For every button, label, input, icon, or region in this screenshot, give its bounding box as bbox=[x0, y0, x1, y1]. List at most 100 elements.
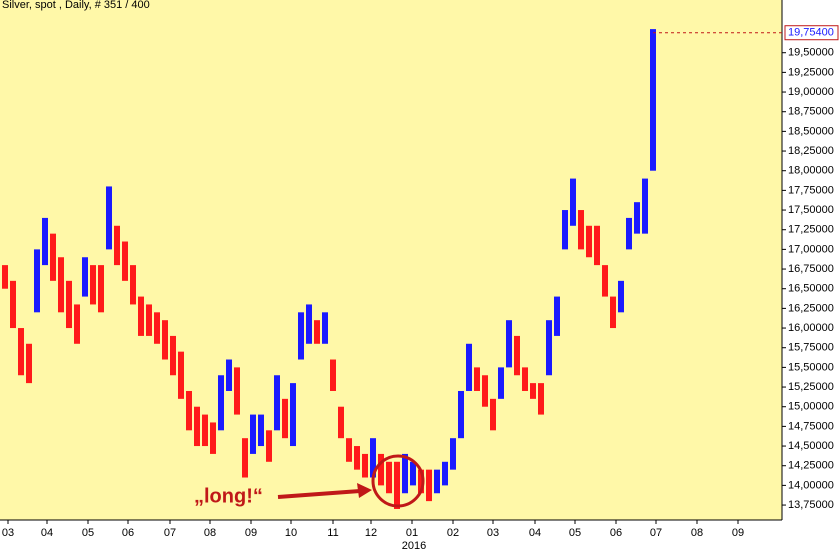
price-bar bbox=[122, 241, 128, 281]
price-bar bbox=[242, 438, 248, 478]
price-bar bbox=[170, 335, 176, 376]
price-bar bbox=[554, 296, 560, 336]
price-bar bbox=[370, 438, 376, 478]
price-bar bbox=[90, 265, 96, 305]
price-bar bbox=[306, 304, 312, 344]
price-bar bbox=[354, 446, 360, 470]
price-bar bbox=[506, 320, 512, 368]
y-tick-label: 19,25000 bbox=[788, 66, 834, 78]
x-tick-label: 12 bbox=[365, 527, 377, 539]
price-bar bbox=[234, 367, 240, 415]
price-bar bbox=[218, 375, 224, 431]
x-tick-label: 09 bbox=[732, 527, 744, 539]
price-bar bbox=[178, 351, 184, 399]
price-bar bbox=[634, 202, 640, 234]
price-bar bbox=[498, 367, 504, 399]
price-bar bbox=[418, 469, 424, 494]
price-bar bbox=[106, 186, 112, 250]
y-tick-label: 14,00000 bbox=[788, 479, 834, 491]
x-tick-label: 08 bbox=[691, 527, 703, 539]
price-bar bbox=[282, 398, 288, 439]
price-bar bbox=[650, 29, 656, 171]
x-tick-label: 07 bbox=[650, 527, 662, 539]
x-tick-label: 04 bbox=[529, 527, 541, 539]
price-bar bbox=[514, 335, 520, 376]
y-tick-label: 18,50000 bbox=[788, 125, 834, 137]
price-bar bbox=[474, 367, 480, 391]
y-tick-label: 19,00000 bbox=[788, 86, 834, 98]
x-tick-label: 02 bbox=[447, 527, 459, 539]
price-bar bbox=[322, 312, 328, 344]
price-bar bbox=[258, 414, 264, 447]
price-bar bbox=[426, 469, 432, 502]
price-bar bbox=[202, 414, 208, 447]
price-bar bbox=[410, 461, 416, 486]
y-tick-label: 19,50000 bbox=[788, 47, 834, 59]
price-bar bbox=[34, 249, 40, 313]
y-tick-label: 15,75000 bbox=[788, 342, 834, 354]
price-bar bbox=[154, 312, 160, 344]
price-bar bbox=[538, 383, 544, 415]
y-tick-label: 16,00000 bbox=[788, 322, 834, 334]
y-tick-label: 17,00000 bbox=[788, 243, 834, 255]
y-tick-label: 14,75000 bbox=[788, 420, 834, 432]
price-bar bbox=[26, 343, 32, 384]
y-tick-label: 18,00000 bbox=[788, 165, 834, 177]
y-tick-label: 17,75000 bbox=[788, 184, 834, 196]
price-bar bbox=[266, 430, 272, 462]
y-tick-label: 15,25000 bbox=[788, 381, 834, 393]
x-tick-label: 06 bbox=[610, 527, 622, 539]
annotation-arrow bbox=[277, 489, 361, 499]
price-bar bbox=[58, 257, 64, 313]
y-tick-label: 18,25000 bbox=[788, 145, 834, 157]
price-bar bbox=[642, 178, 648, 234]
y-tick-label: 17,50000 bbox=[788, 204, 834, 216]
annotation: „long!“ bbox=[194, 485, 263, 507]
x-tick-label: 06 bbox=[122, 527, 134, 539]
x-tick-label: 04 bbox=[41, 527, 53, 539]
price-bar bbox=[250, 414, 256, 454]
price-bar bbox=[82, 257, 88, 297]
y-tick-label: 15,00000 bbox=[788, 401, 834, 413]
y-tick-label: 17,25000 bbox=[788, 224, 834, 236]
last-price-box bbox=[784, 25, 839, 41]
x-tick-label: 10 bbox=[285, 527, 297, 539]
x-tick-label: 07 bbox=[164, 527, 176, 539]
annotation-circle bbox=[371, 454, 425, 508]
price-bar bbox=[546, 320, 552, 376]
price-bar bbox=[378, 453, 384, 486]
price-bar bbox=[226, 359, 232, 391]
price-bar bbox=[402, 453, 408, 494]
x-tick-label: 11 bbox=[327, 527, 338, 539]
year-label: 2016 bbox=[402, 540, 426, 552]
price-bar bbox=[578, 210, 584, 250]
price-bar bbox=[338, 406, 344, 439]
y-tick-label: 15,50000 bbox=[788, 361, 834, 373]
y-tick-label: 16,75000 bbox=[788, 263, 834, 275]
price-bar bbox=[66, 280, 72, 329]
price-bar bbox=[466, 343, 472, 391]
price-bar bbox=[274, 375, 280, 431]
bars bbox=[2, 29, 656, 509]
price-bar bbox=[330, 359, 336, 391]
price-bar bbox=[626, 217, 632, 250]
price-bar bbox=[610, 296, 616, 329]
price-bar bbox=[186, 390, 192, 431]
price-bar bbox=[586, 225, 592, 258]
x-tick-label: 05 bbox=[569, 527, 581, 539]
y-tick-label: 14,50000 bbox=[788, 440, 834, 452]
price-bar bbox=[98, 265, 104, 313]
price-bar bbox=[530, 383, 536, 399]
price-bar bbox=[602, 265, 608, 297]
price-bar bbox=[42, 217, 48, 266]
price-bar bbox=[594, 225, 600, 266]
price-bar bbox=[442, 461, 448, 486]
price-bar bbox=[290, 383, 296, 447]
price-bar bbox=[522, 367, 528, 391]
price-bar bbox=[2, 265, 8, 289]
price-bar bbox=[450, 438, 456, 470]
price-bar bbox=[434, 469, 440, 494]
x-tick-label: 03 bbox=[2, 527, 14, 539]
price-bar bbox=[210, 422, 216, 454]
